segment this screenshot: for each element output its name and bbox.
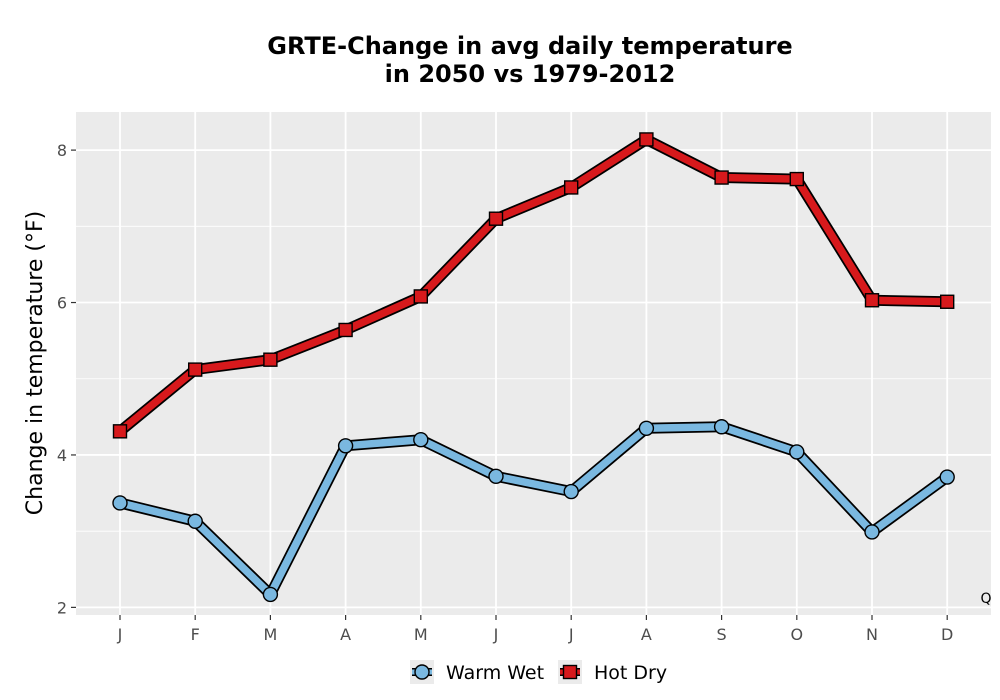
x-tick-label: N [866, 625, 878, 644]
data-point-warm-wet [337, 438, 354, 454]
data-point-warm-wet [112, 495, 128, 511]
data-point-hot-dry [338, 322, 353, 338]
y-axis-title: Change in temperature (°F) [23, 211, 48, 515]
legend: Warm Wet Hot Dry [410, 660, 667, 684]
chart-subtitle: in 2050 vs 1979-2012 [385, 60, 676, 88]
corner-label: Q [980, 591, 991, 607]
data-point-warm-wet [187, 513, 203, 529]
x-tick-label: S [717, 625, 727, 644]
y-tick-label: 4 [57, 446, 67, 465]
data-point-warm-wet [262, 586, 279, 603]
data-point-warm-wet [939, 469, 955, 485]
data-point-warm-wet [563, 483, 579, 500]
x-tick-label: D [941, 625, 953, 644]
series-line-hot-dry [116, 135, 951, 436]
legend-label-warm-wet: Warm Wet [446, 662, 544, 684]
x-tick-label: A [340, 625, 351, 644]
data-point-warm-wet [713, 419, 730, 435]
data-point-hot-dry [488, 211, 504, 226]
data-point-hot-dry [564, 180, 579, 195]
legend-marker-hot-dry [562, 664, 578, 680]
x-tick-label: J [568, 625, 574, 644]
chart-title: GRTE-Change in avg daily temperature [267, 32, 792, 60]
data-point-hot-dry [714, 170, 729, 185]
x-tick-label: M [263, 625, 277, 644]
y-tick-label: 2 [57, 598, 67, 617]
data-point-hot-dry [413, 289, 428, 304]
legend-label-hot-dry: Hot Dry [594, 662, 667, 684]
data-point-hot-dry [112, 424, 128, 439]
y-tick-label: 6 [57, 294, 67, 313]
data-point-hot-dry [789, 171, 804, 187]
x-tick-label: J [493, 625, 499, 644]
data-point-warm-wet [638, 420, 655, 436]
data-point-warm-wet [413, 432, 429, 448]
data-point-warm-wet [789, 444, 805, 460]
data-point-hot-dry [864, 293, 880, 308]
data-point-hot-dry [940, 294, 955, 309]
data-point-warm-wet [864, 524, 880, 540]
series-layer [112, 132, 955, 603]
data-point-hot-dry [187, 362, 203, 377]
data-point-hot-dry [263, 352, 278, 367]
x-tick-label: M [414, 625, 428, 644]
x-tick-label: F [191, 625, 200, 644]
axis-layer: 2 4 6 8 J F M A M J J A S O N D [57, 141, 954, 644]
x-tick-label: A [641, 625, 652, 644]
x-tick-label: J [117, 625, 123, 644]
data-point-warm-wet [488, 468, 504, 484]
series-line-warm-wet [116, 423, 951, 599]
y-tick-label: 8 [57, 141, 67, 160]
x-tick-label: O [791, 625, 804, 644]
legend-marker-warm-wet [414, 664, 430, 680]
data-point-hot-dry [639, 132, 654, 147]
